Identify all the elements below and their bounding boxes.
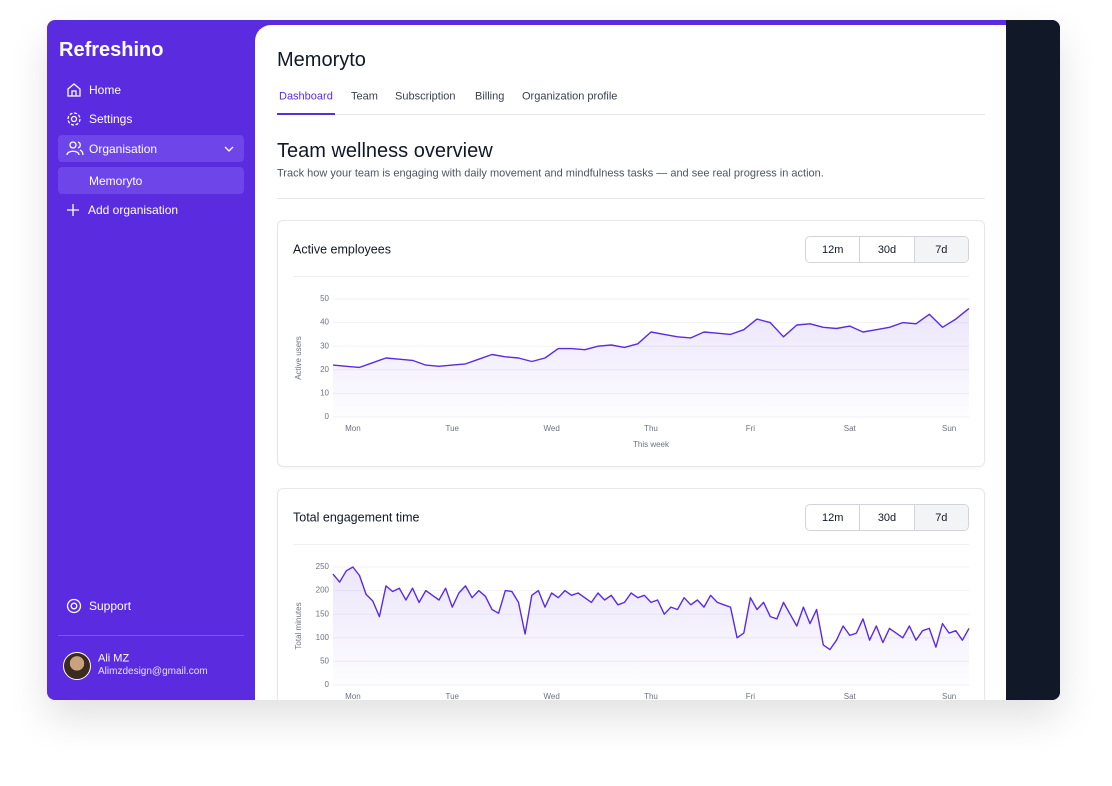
- nav-item[interactable]: Home: [89, 82, 122, 97]
- support[interactable]: Support: [89, 598, 132, 613]
- user-name: Ali MZ: [98, 652, 130, 665]
- x-tick-label: Mon: [345, 424, 361, 433]
- x-tick-label: Tue: [446, 692, 460, 700]
- y-tick-label: 40: [320, 318, 329, 327]
- range-toggle: 12m 30d 7d: [805, 504, 969, 531]
- x-tick-label: Mon: [345, 692, 361, 700]
- x-tick-label: Wed: [543, 424, 559, 433]
- tab[interactable]: Organization profile: [522, 90, 618, 103]
- x-tick-label: Fri: [746, 692, 756, 700]
- sub-item[interactable]: Memoryto: [89, 173, 143, 188]
- y-tick-label: 20: [320, 365, 329, 374]
- tab[interactable]: Dashboard: [279, 90, 333, 103]
- home-icon: [67, 83, 81, 97]
- organisation-icon: [66, 141, 84, 156]
- y-tick-label: 30: [320, 341, 329, 350]
- line: [332, 566, 970, 651]
- range-button[interactable]: 12m: [821, 511, 844, 524]
- divider: [277, 198, 985, 199]
- area: [333, 308, 969, 417]
- right-panel: [1006, 20, 1060, 700]
- range-button[interactable]: 7d: [913, 237, 968, 262]
- y-axis-label: Total minutes: [294, 602, 303, 649]
- y-tick-label: 150: [316, 609, 330, 618]
- x-tick-label: Sat: [844, 424, 857, 433]
- x-tick-label: Thu: [644, 424, 658, 433]
- sub-item-bg[interactable]: [58, 167, 244, 194]
- y-axis-label: Active users: [294, 336, 303, 380]
- subtitle: Track how your team is engaging with dai…: [277, 167, 824, 180]
- y-tick-label: 200: [316, 586, 330, 595]
- chart-card: Total engagement time 12m 30d 7d 0 50 100 150…: [277, 488, 985, 700]
- tab[interactable]: Billing: [475, 90, 505, 103]
- x-tick-label: Sun: [942, 692, 956, 700]
- avatar: [63, 652, 91, 680]
- tabs-divider: [277, 114, 985, 115]
- chart: 0 50 100 150 200 250 Mon Tue Wed Thu Fri Sat Sun Tota…: [294, 562, 970, 700]
- tab-underline: [277, 113, 335, 115]
- brand: Refreshino: [59, 39, 164, 61]
- app-window: Refreshino Home Settings Organisation Me…: [47, 20, 1060, 700]
- card-title: Active employees: [293, 242, 391, 257]
- chart-card: Active employees 12m 30d 7d 0 10 20 30 40 50 Mon…: [277, 220, 985, 467]
- tab[interactable]: Team: [351, 90, 378, 103]
- main-panel: Memoryto Dashboard Team Subscription Bil…: [255, 25, 1006, 700]
- support-icon: [66, 598, 82, 614]
- card-title: Total engagement time: [293, 510, 420, 525]
- card-divider: [293, 276, 969, 277]
- chart: 0 10 20 30 40 50 Mon Tue Wed Thu Fri Sat Sun This wee…: [294, 294, 970, 449]
- nav-active-bg[interactable]: [58, 135, 244, 162]
- divider: [58, 635, 244, 636]
- y-tick-label: 250: [316, 562, 330, 571]
- range-button[interactable]: 30d: [859, 505, 913, 530]
- nav-item[interactable]: Settings: [89, 111, 133, 126]
- plus-icon: [67, 204, 79, 216]
- y-tick-label: 50: [320, 657, 329, 666]
- x-tick-label: Thu: [644, 692, 658, 700]
- x-tick-label: Sat: [844, 692, 857, 700]
- nav-item[interactable]: Organisation: [89, 141, 158, 156]
- card-divider: [293, 544, 969, 545]
- user-email: Alimzdesign@gmail.com: [98, 666, 208, 677]
- y-tick-label: 0: [325, 680, 330, 689]
- chevron-icon[interactable]: [224, 144, 234, 154]
- heading: Team wellness overview: [277, 140, 493, 162]
- x-tick-label: Sun: [942, 424, 956, 433]
- x-tick-label: Wed: [543, 692, 559, 700]
- range-button[interactable]: 7d: [913, 505, 968, 530]
- settings-icon: [67, 112, 81, 126]
- area: [333, 567, 969, 685]
- x-tick-label: Tue: [446, 424, 460, 433]
- range-toggle: 12m 30d 7d: [805, 236, 969, 263]
- y-tick-label: 0: [325, 412, 330, 421]
- range-button[interactable]: 30d: [859, 237, 913, 262]
- y-tick-label: 100: [316, 633, 330, 642]
- add-organisation[interactable]: Add organisation: [88, 202, 179, 217]
- range-button[interactable]: 12m: [821, 243, 844, 256]
- org-title: Memoryto: [277, 49, 366, 71]
- x-axis-label: This week: [633, 440, 670, 449]
- line: [332, 307, 970, 369]
- x-tick-label: Fri: [746, 424, 756, 433]
- y-tick-label: 10: [320, 389, 329, 398]
- y-tick-label: 50: [320, 294, 329, 303]
- tab[interactable]: Subscription: [395, 90, 456, 103]
